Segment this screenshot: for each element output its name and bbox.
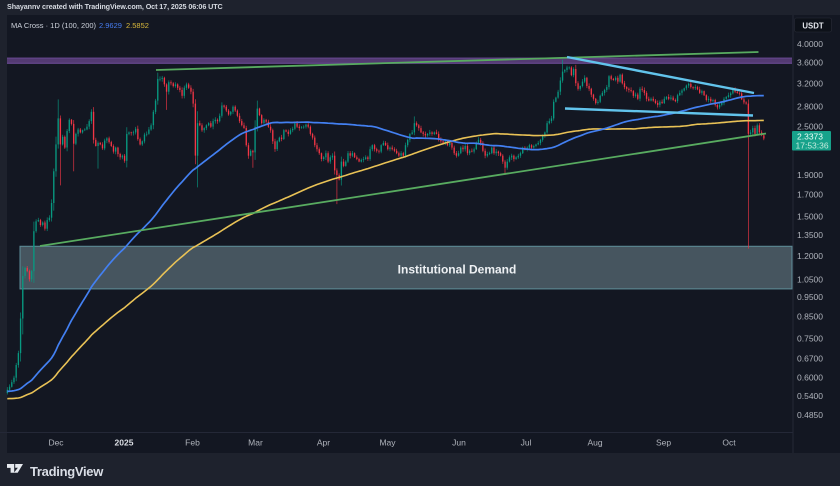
svg-text:1.0500: 1.0500 [797, 274, 823, 284]
svg-text:0.9500: 0.9500 [797, 292, 823, 302]
svg-text:Apr: Apr [317, 438, 330, 448]
svg-text:0.5400: 0.5400 [797, 391, 823, 401]
svg-text:2.3373: 2.3373 [797, 131, 823, 141]
svg-text:0.7500: 0.7500 [797, 334, 823, 344]
svg-text:3.6000: 3.6000 [797, 58, 823, 68]
svg-text:Institutional Demand: Institutional Demand [398, 263, 517, 277]
svg-text:0.4850: 0.4850 [797, 410, 823, 420]
svg-text:0.6700: 0.6700 [797, 353, 823, 363]
svg-text:Oct: Oct [722, 438, 736, 448]
svg-text:Sep: Sep [656, 438, 671, 448]
svg-text:Feb: Feb [185, 438, 200, 448]
svg-text:1.7000: 1.7000 [797, 190, 823, 200]
svg-text:2.8000: 2.8000 [797, 102, 823, 112]
svg-text:2.5852: 2.5852 [126, 21, 149, 30]
svg-text:Jul: Jul [521, 438, 532, 448]
svg-text:Mar: Mar [248, 438, 263, 448]
svg-text:2.5000: 2.5000 [797, 122, 823, 132]
svg-text:Dec: Dec [48, 438, 64, 448]
svg-text:17:53:36: 17:53:36 [796, 141, 829, 151]
svg-text:1.9000: 1.9000 [797, 170, 823, 180]
svg-text:1.5000: 1.5000 [797, 212, 823, 222]
svg-text:1.3500: 1.3500 [797, 230, 823, 240]
svg-text:2.9629: 2.9629 [99, 21, 122, 30]
svg-text:0.6000: 0.6000 [797, 373, 823, 383]
svg-text:1.2000: 1.2000 [797, 251, 823, 261]
svg-text:3.2000: 3.2000 [797, 78, 823, 88]
svg-text:MA Cross · 1D (100, 200): MA Cross · 1D (100, 200) [11, 21, 97, 30]
svg-text:Jun: Jun [452, 438, 466, 448]
svg-text:Aug: Aug [587, 438, 602, 448]
svg-text:2025: 2025 [115, 438, 134, 448]
svg-text:0.8500: 0.8500 [797, 311, 823, 321]
svg-text:USDT: USDT [802, 21, 823, 30]
svg-text:4.0000: 4.0000 [797, 39, 823, 49]
svg-text:May: May [379, 438, 396, 448]
